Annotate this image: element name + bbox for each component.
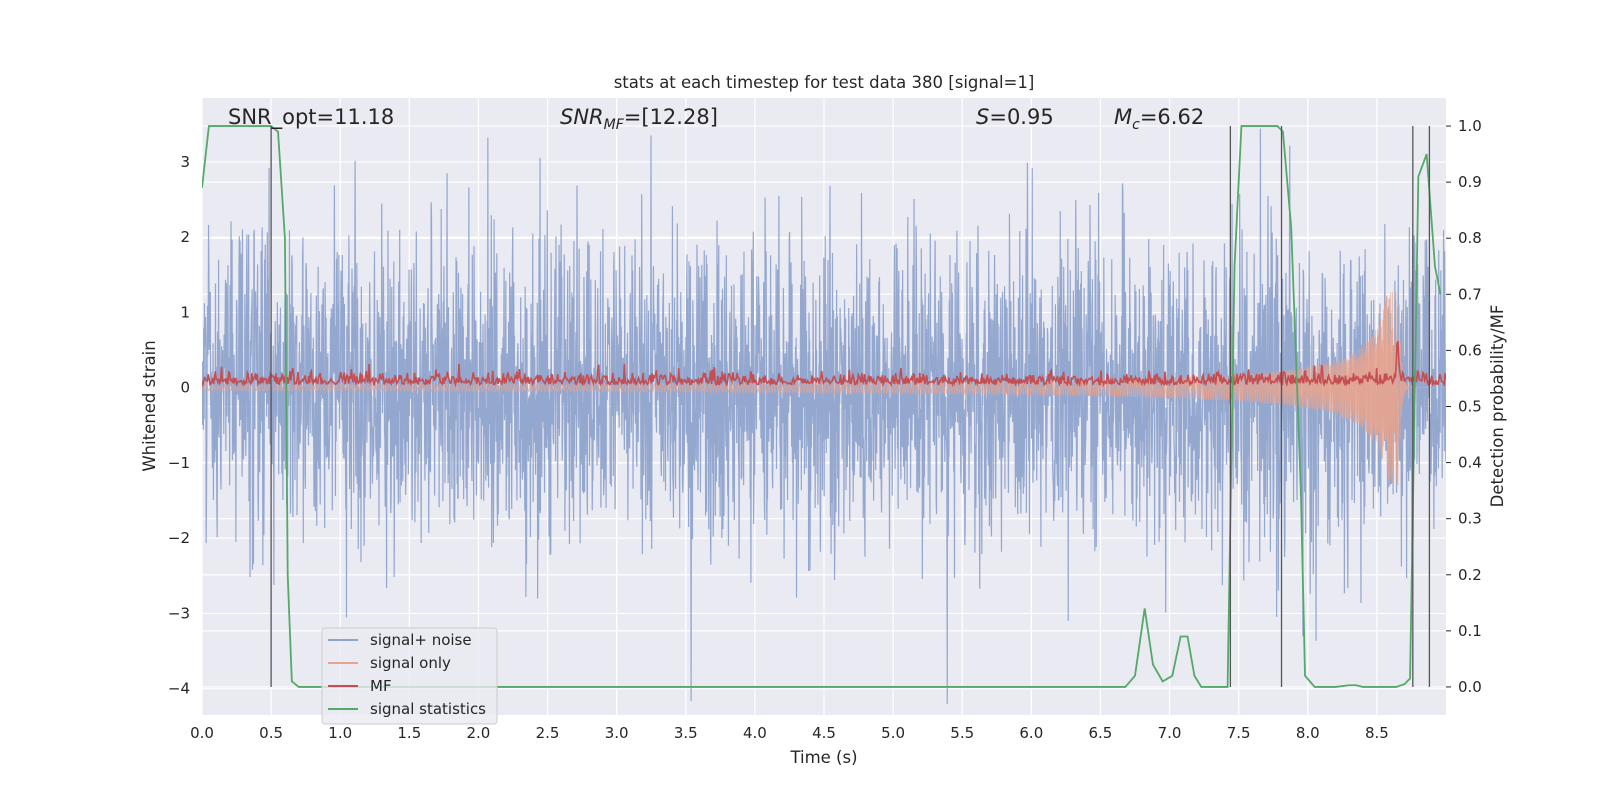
legend-box [321, 627, 498, 725]
y2-tick-label: 0.1 [1458, 622, 1482, 640]
x-axis-label: Time (s) [789, 748, 857, 767]
x-tick-label: 4.0 [743, 724, 767, 742]
y2-tick-label: 0.5 [1458, 398, 1482, 416]
s-annotation: S=0.95 [976, 105, 1054, 129]
vertical-markers [270, 126, 1431, 687]
y2-tick-label: 0.7 [1458, 285, 1482, 303]
x-tick-label: 1.5 [397, 724, 421, 742]
signal-statistics-line [202, 125, 1442, 688]
snr-mf-annotation: SNRMF=[12.28] [560, 105, 718, 133]
y2-tick-label: 0.6 [1458, 341, 1482, 359]
x-tick-label: 2.5 [536, 724, 560, 742]
y2-axis-label: Detection probability/MF [1488, 305, 1507, 508]
y2-tick-label: 0.0 [1458, 678, 1482, 696]
y2-tick-label: 0.4 [1458, 454, 1482, 472]
x-tick-label: 6.0 [1019, 724, 1043, 742]
legend: signal+ noise signal only MF signal stat… [321, 627, 498, 725]
chart-title: stats at each timestep for test data 380… [614, 73, 1035, 92]
legend-label-signal-statistics: signal statistics [370, 700, 486, 718]
x-tick-label: 3.5 [674, 724, 698, 742]
snr-opt-annotation: SNR_opt=11.18 [228, 105, 394, 130]
y2-tick-label: 1.0 [1458, 117, 1482, 135]
series-layer [202, 125, 1446, 704]
y-tick-label: −1 [168, 454, 190, 472]
y-tick-label: −3 [168, 604, 190, 622]
x-tick-label: 1.0 [328, 724, 352, 742]
mc-annotation: Mc=6.62 [1114, 105, 1204, 133]
legend-label-mf: MF [370, 677, 392, 695]
y-axis-label: Whitened strain [140, 340, 159, 471]
x-tick-label: 5.0 [881, 724, 905, 742]
x-tick-label: 6.5 [1089, 724, 1113, 742]
x-tick-label: 5.5 [950, 724, 974, 742]
x-tick-label: 4.5 [812, 724, 836, 742]
y2-tick-label: 0.2 [1458, 566, 1482, 584]
legend-label-signal-noise: signal+ noise [370, 631, 472, 649]
y-tick-label: 0 [180, 379, 190, 397]
y-tick-label: 2 [180, 228, 190, 246]
y-tick-label: 3 [180, 153, 190, 171]
x-tick-label: 2.0 [467, 724, 491, 742]
y-tick-label: −2 [168, 529, 190, 547]
x-tick-label: 8.5 [1365, 724, 1389, 742]
y2-tick-label: 0.3 [1458, 510, 1482, 528]
y-tick-label: 1 [180, 303, 190, 321]
y-tick-label: −4 [168, 680, 190, 698]
x-tick-label: 0.5 [259, 724, 283, 742]
x-tick-label: 8.0 [1296, 724, 1320, 742]
x-tick-label: 0.0 [190, 724, 214, 742]
signal-noise-line [202, 128, 1446, 704]
y2-tick-label: 0.8 [1458, 229, 1482, 247]
x-tick-label: 7.5 [1227, 724, 1251, 742]
x-tick-label: 7.0 [1158, 724, 1182, 742]
mf-line [202, 340, 1446, 388]
tick-labels: 0.0 0.5 1.0 1.5 2.0 2.5 3.0 3.5 4.0 4.5 5.0 5.5 6.0 6… [168, 117, 1482, 742]
legend-label-signal-only: signal only [370, 654, 451, 672]
y2-tick-label: 0.9 [1458, 173, 1482, 191]
x-tick-label: 3.0 [605, 724, 629, 742]
